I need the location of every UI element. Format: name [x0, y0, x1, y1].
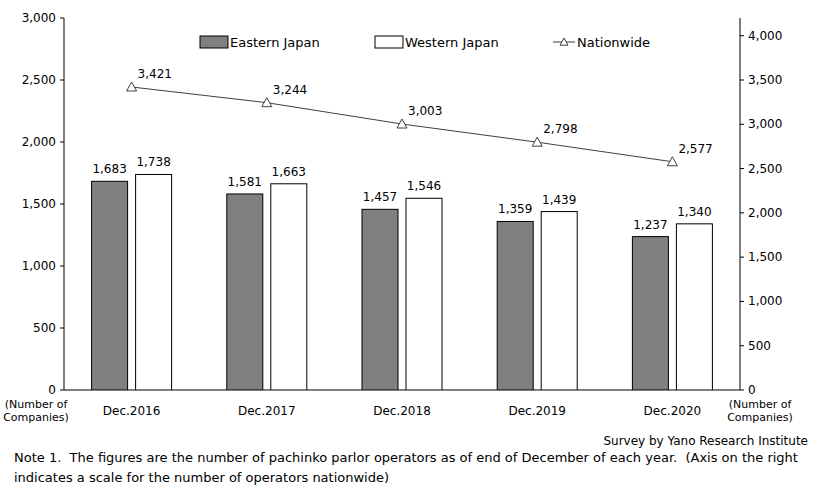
bar — [271, 184, 307, 390]
y2-tick-label: 2,500 — [748, 162, 782, 176]
y-axis-label: (Number ofCompanies) — [3, 398, 69, 424]
bar-label: 1,581 — [228, 175, 262, 189]
y-tick — [60, 328, 64, 329]
bar-label: 1,359 — [498, 202, 532, 216]
y2-tick — [740, 257, 744, 258]
y-tick-label: 500 — [33, 321, 56, 335]
y2-tick — [740, 345, 744, 346]
bar — [676, 224, 712, 390]
bar — [541, 212, 577, 390]
x-tick-label: Dec.2020 — [644, 404, 702, 418]
legend-label: Nationwide — [577, 35, 650, 50]
y2-tick — [740, 301, 744, 302]
y2-axis-label: (Number ofCompanies) — [727, 398, 793, 424]
bar-label: 1,546 — [407, 179, 441, 193]
marker — [532, 137, 542, 146]
y2-tick — [740, 35, 744, 36]
x-tick-label: Dec.2016 — [103, 404, 161, 418]
y-tick-label: 3,000 — [22, 11, 56, 25]
bar — [406, 198, 442, 390]
bar-label: 1,683 — [92, 162, 126, 176]
bar-label: 1,340 — [677, 205, 711, 219]
y2-tick-label: 2,000 — [748, 206, 782, 220]
x-tick-label: Dec.2019 — [508, 404, 566, 418]
y2-tick — [740, 390, 744, 391]
y2-tick-label: 500 — [748, 339, 771, 353]
line-label: 2,798 — [543, 122, 577, 136]
bar-label: 1,457 — [363, 190, 397, 204]
plot-area — [92, 82, 713, 390]
y-tick-label: 1,000 — [22, 259, 56, 273]
y2-tick-label: 1,500 — [748, 250, 782, 264]
line-label: 3,003 — [408, 104, 442, 118]
bar-label: 1,237 — [633, 218, 667, 232]
bar — [136, 174, 172, 390]
bar — [92, 181, 128, 390]
y-tick — [60, 266, 64, 267]
legend-label: Eastern Japan — [230, 35, 320, 50]
bar-label: 1,439 — [542, 193, 576, 207]
bar — [362, 209, 398, 390]
bar-label: 1,738 — [136, 155, 170, 169]
y2-tick-label: 1,000 — [748, 294, 782, 308]
marker — [397, 119, 407, 128]
marker — [667, 157, 677, 166]
source: Survey by Yano Research Institute — [603, 434, 808, 448]
data-labels: 1,683 1,581 1,457 1,359 1,237 1,738 1,663 1,546… — [92, 67, 712, 232]
y-tick — [60, 204, 64, 205]
chart: 0 500 1,000 1,500 2,000 2,500 3,000 0 500 1,000 1,… — [0, 0, 822, 494]
y-tick — [60, 142, 64, 143]
line-label: 3,421 — [138, 67, 172, 81]
marker — [127, 82, 137, 91]
x-tick-label: Dec.2017 — [238, 404, 296, 418]
legend-label: Western Japan — [405, 35, 499, 50]
y2-tick — [740, 124, 744, 125]
y-tick-label: 0 — [48, 383, 56, 397]
y2-tick-label: 4,000 — [748, 29, 782, 43]
y2-tick-label: 3,000 — [748, 117, 782, 131]
y2-axis — [740, 18, 741, 390]
y-tick — [60, 18, 64, 19]
bar-label: 1,663 — [272, 165, 306, 179]
y-tick-label: 1,500 — [22, 197, 56, 211]
line-label: 2,577 — [678, 142, 712, 156]
bar — [497, 221, 533, 390]
y2-tick-label: 0 — [748, 383, 756, 397]
y-tick — [60, 390, 64, 391]
legend-swatch — [200, 36, 228, 48]
line — [132, 87, 673, 162]
marker — [262, 98, 272, 107]
y-tick-label: 2,500 — [22, 73, 56, 87]
legend: Eastern Japan Western Japan Nationwide — [200, 35, 650, 50]
note: Note 1. The figures are the number of pa… — [14, 448, 814, 488]
y2-tick — [740, 80, 744, 81]
bar — [227, 194, 263, 390]
y-tick-label: 2,000 — [22, 135, 56, 149]
legend-marker — [560, 38, 568, 45]
bar — [632, 237, 668, 390]
legend-swatch — [375, 36, 403, 48]
x-tick-label: Dec.2018 — [373, 404, 431, 418]
y-tick — [60, 80, 64, 81]
y2-tick — [740, 168, 744, 169]
line-label: 3,244 — [273, 83, 307, 97]
y2-tick — [740, 212, 744, 213]
y2-tick-label: 3,500 — [748, 73, 782, 87]
